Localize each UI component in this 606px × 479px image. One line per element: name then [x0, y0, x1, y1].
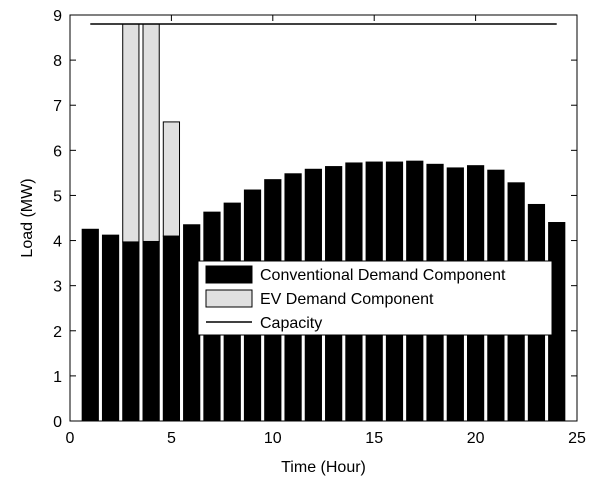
- y-tick-label: 9: [53, 8, 62, 25]
- y-axis-title: Load (MW): [19, 178, 36, 257]
- conventional-bar-2: [101, 234, 120, 422]
- x-axis-title: Time (Hour): [281, 459, 366, 476]
- bars: [81, 23, 566, 422]
- x-tick-label: 20: [467, 430, 485, 447]
- y-tick-label: 4: [53, 234, 62, 251]
- y-tick-label: 1: [53, 369, 62, 386]
- legend: Conventional Demand Component EV Demand C…: [197, 260, 553, 336]
- legend-swatch: [205, 289, 253, 308]
- y-tick-label: 6: [53, 143, 62, 160]
- conventional-bar-1: [81, 228, 99, 422]
- ev-bar-3: [122, 23, 140, 243]
- conventional-bar-4: [142, 240, 160, 422]
- y-tick-label: 7: [53, 98, 62, 115]
- y-tick-label: 8: [53, 53, 62, 70]
- plot-frame: [69, 14, 578, 422]
- legend-label: EV Demand Component: [260, 291, 434, 308]
- x-tick-label: 15: [365, 430, 383, 447]
- legend-items: Conventional Demand Component EV Demand C…: [205, 265, 506, 332]
- y-tick-label: 2: [53, 324, 62, 341]
- x-tick-label: 5: [167, 430, 176, 447]
- conventional-bar-6: [183, 224, 201, 422]
- ev-bar-4: [142, 23, 160, 242]
- legend-label: Conventional Demand Component: [260, 267, 506, 284]
- y-tick-label: 3: [53, 279, 62, 296]
- x-tick-label: 0: [66, 430, 75, 447]
- legend-box: [197, 260, 553, 336]
- ev-bar-5: [162, 121, 181, 237]
- x-tick-label: 10: [264, 430, 282, 447]
- x-tick-label: 25: [568, 430, 586, 447]
- axis-ticks: 0 5 10 15 20 25 0 1 2 3 4 5 6 7 8 9: [53, 8, 586, 447]
- legend-swatch: [205, 265, 253, 284]
- y-tick-label: 5: [53, 188, 62, 205]
- conventional-bar-5: [162, 235, 181, 422]
- legend-label: Capacity: [260, 315, 322, 332]
- y-tick-label: 0: [53, 414, 62, 431]
- conventional-bar-3: [122, 241, 140, 422]
